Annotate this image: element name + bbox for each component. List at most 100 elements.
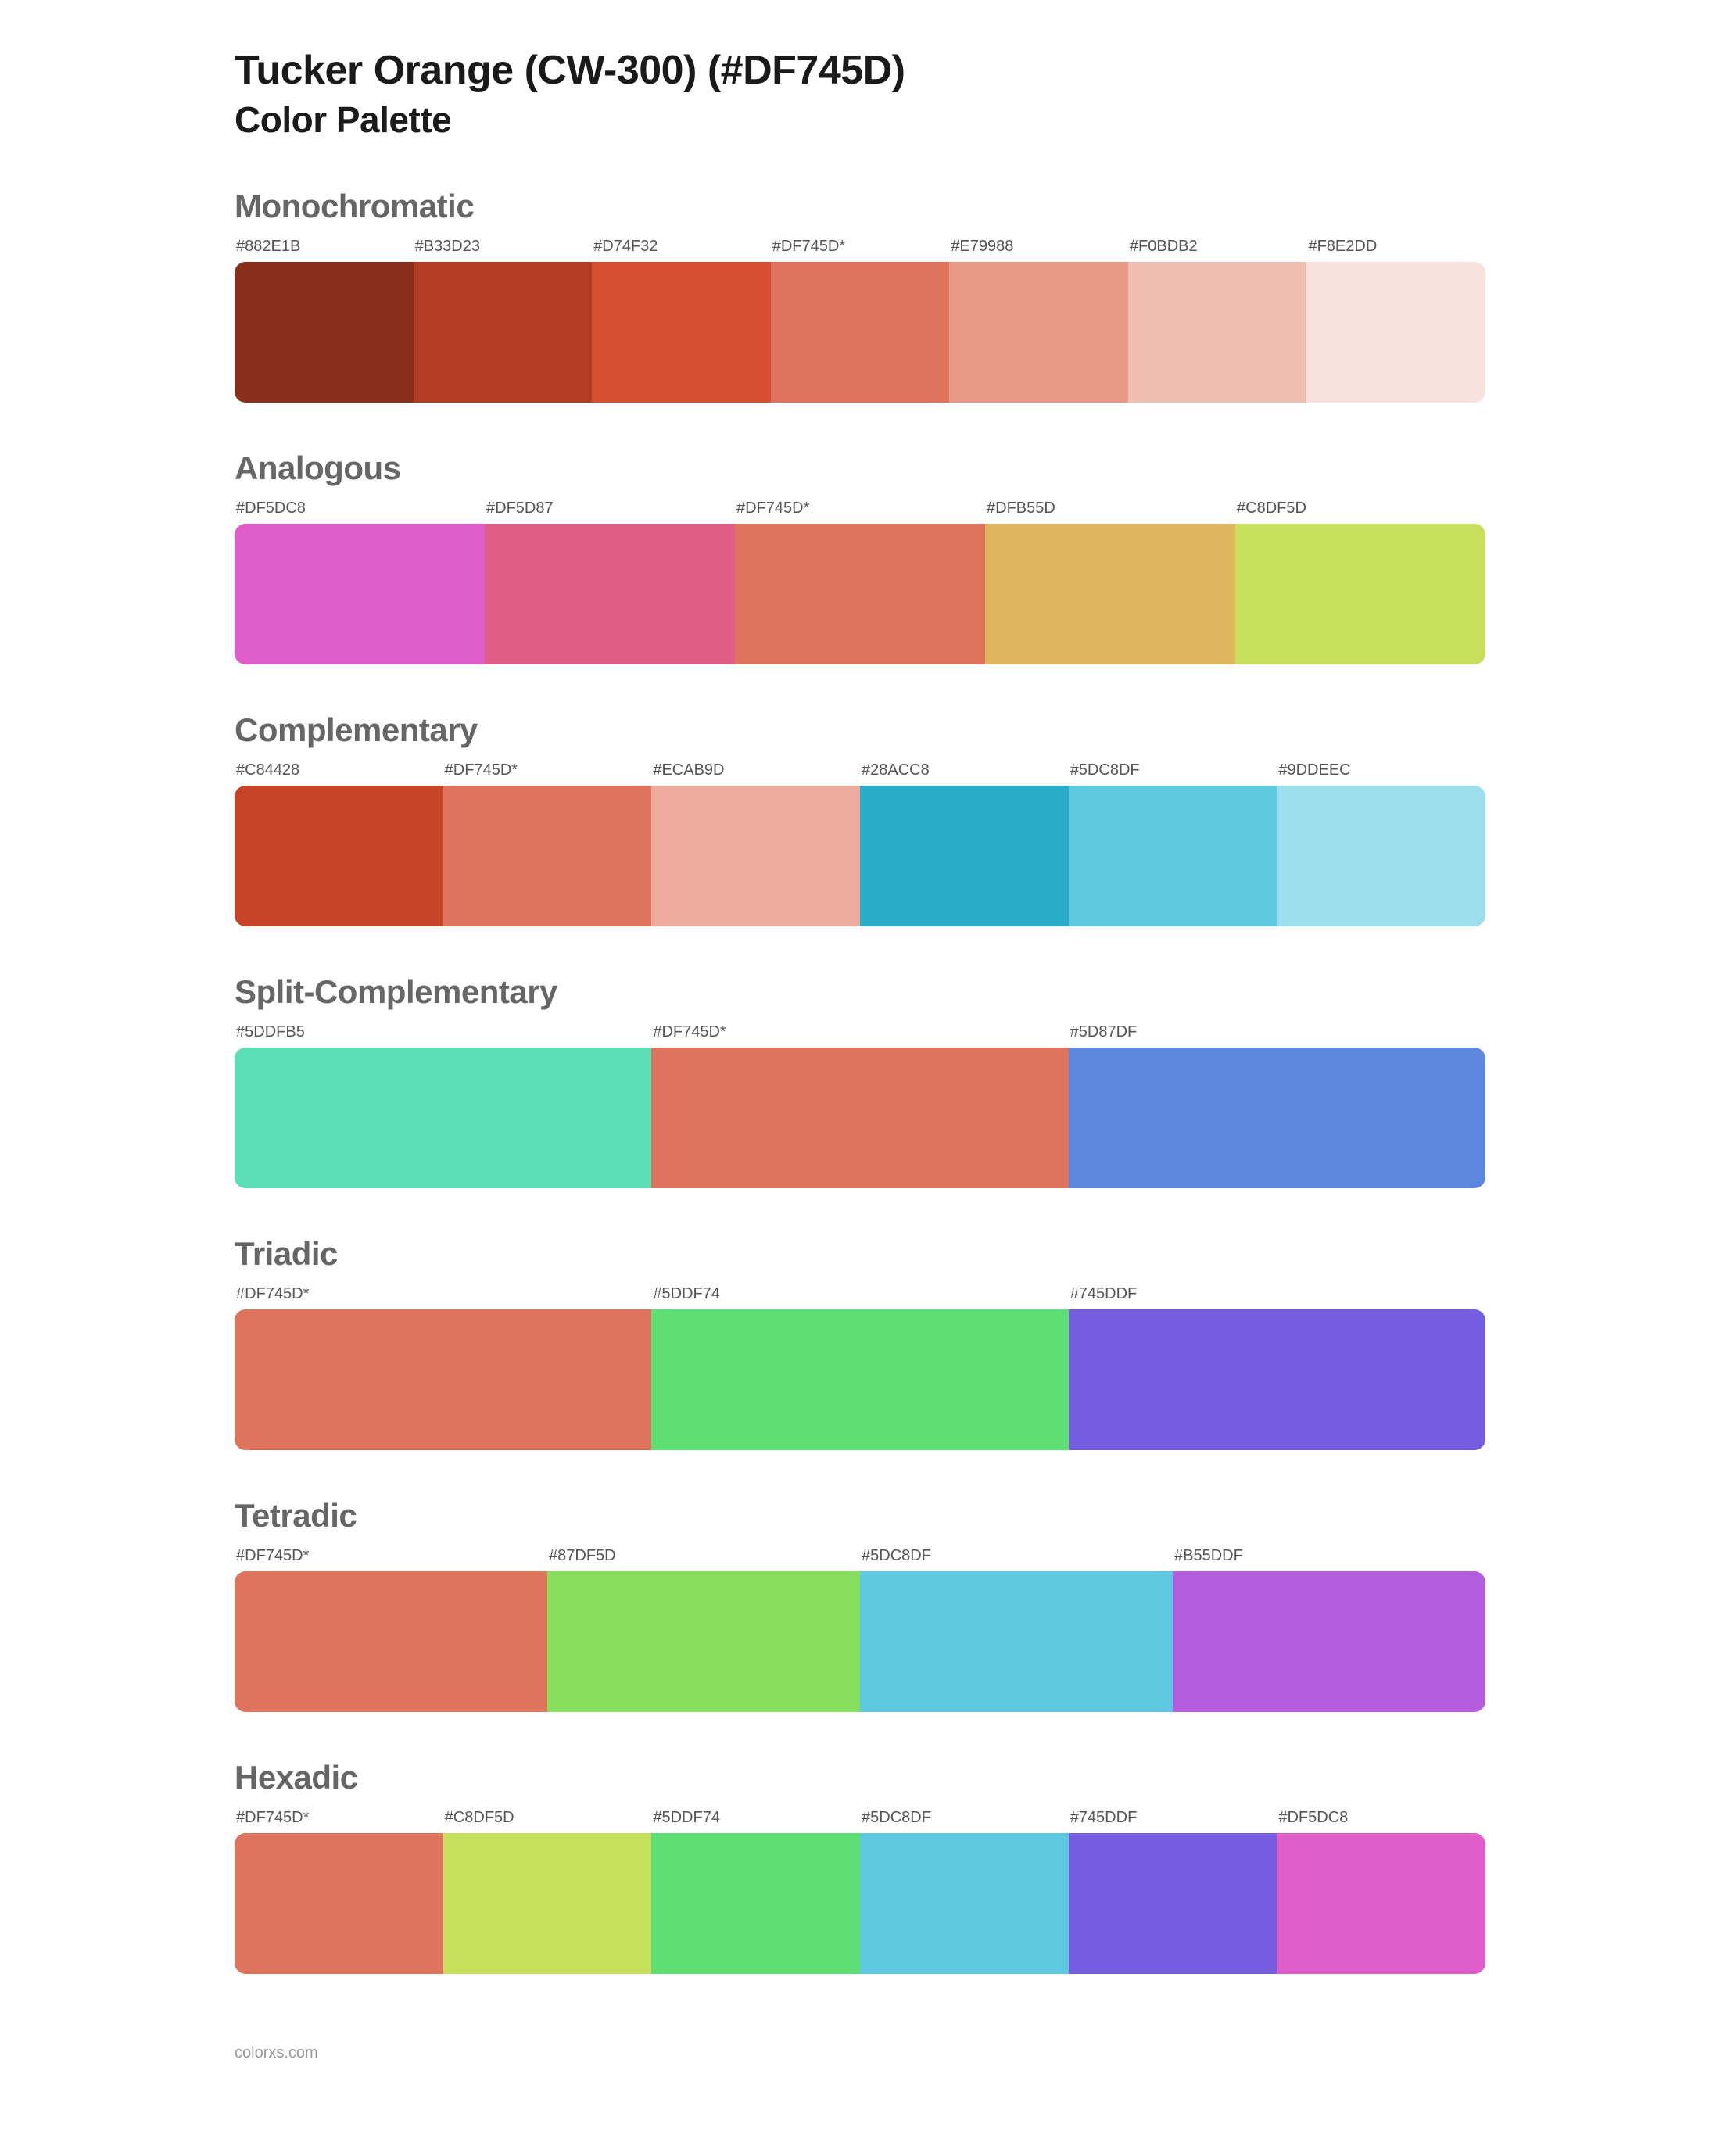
color-swatch[interactable] — [860, 1571, 1173, 1712]
color-swatch[interactable] — [735, 524, 985, 664]
swatch-item: #5DDFB5 — [235, 1019, 651, 1188]
swatch-label: #DF745D* — [235, 1542, 547, 1571]
color-swatch[interactable] — [985, 524, 1235, 664]
swatch-row: #5DDFB5#DF745D*#5D87DF — [235, 1019, 1485, 1188]
swatch-label: #5DC8DF — [860, 1542, 1173, 1571]
swatch-item: #5DDF74 — [651, 1804, 860, 1974]
swatch-item: #F8E2DD — [1306, 233, 1485, 403]
color-swatch[interactable] — [414, 262, 593, 403]
color-swatch[interactable] — [1069, 1833, 1277, 1974]
footer-credit: colorxs.com — [235, 2044, 1485, 2062]
swatch-row: #DF745D*#5DDF74#745DDF — [235, 1280, 1485, 1450]
swatch-item: #DF5D87 — [485, 495, 735, 664]
palette-section: Analogous #DF5DC8#DF5D87#DF745D*#DFB55D#C… — [235, 449, 1485, 664]
color-swatch[interactable] — [1128, 262, 1307, 403]
color-swatch[interactable] — [235, 524, 485, 664]
swatch-label: #5DC8DF — [860, 1804, 1069, 1833]
section-title: Analogous — [235, 449, 1485, 487]
palette-section: Complementary #C84428#DF745D*#ECAB9D#28AC… — [235, 711, 1485, 926]
swatch-label: #ECAB9D — [651, 757, 860, 786]
color-swatch[interactable] — [443, 1833, 652, 1974]
color-swatch[interactable] — [1069, 1048, 1485, 1188]
swatch-row: #DF745D*#C8DF5D#5DDF74#5DC8DF#745DDF#DF5… — [235, 1804, 1485, 1974]
swatch-item: #C8DF5D — [1235, 495, 1485, 664]
color-swatch[interactable] — [1173, 1571, 1485, 1712]
swatch-item: #DF5DC8 — [1277, 1804, 1485, 1974]
color-swatch[interactable] — [1235, 524, 1485, 664]
swatch-label: #5DDFB5 — [235, 1019, 651, 1048]
swatch-item: #DF745D* — [235, 1280, 651, 1450]
color-swatch[interactable] — [443, 786, 652, 926]
swatch-label: #DF745D* — [235, 1280, 651, 1309]
page-subtitle: Color Palette — [235, 98, 1485, 141]
swatch-item: #DF745D* — [651, 1019, 1068, 1188]
section-title: Triadic — [235, 1235, 1485, 1273]
swatch-label: #DF5D87 — [485, 495, 735, 524]
swatch-label: #DF745D* — [443, 757, 652, 786]
color-swatch[interactable] — [860, 1833, 1069, 1974]
swatch-item: #DF5DC8 — [235, 495, 485, 664]
color-swatch[interactable] — [547, 1571, 860, 1712]
swatch-row: #DF745D*#87DF5D#5DC8DF#B55DDF — [235, 1542, 1485, 1712]
swatch-item: #C84428 — [235, 757, 443, 926]
color-swatch[interactable] — [1069, 1309, 1485, 1450]
swatch-item: #F0BDB2 — [1128, 233, 1307, 403]
swatch-item: #E79988 — [949, 233, 1128, 403]
color-swatch[interactable] — [592, 262, 771, 403]
swatch-label: #D74F32 — [592, 233, 771, 262]
swatch-item: #B33D23 — [414, 233, 593, 403]
swatch-label: #DF5DC8 — [235, 495, 485, 524]
swatch-item: #D74F32 — [592, 233, 771, 403]
swatch-item: #DF745D* — [235, 1804, 443, 1974]
swatch-label: #745DDF — [1069, 1280, 1485, 1309]
swatch-label: #DFB55D — [985, 495, 1235, 524]
color-swatch[interactable] — [235, 262, 414, 403]
palette-section: Split-Complementary#5DDFB5#DF745D*#5D87D… — [235, 973, 1485, 1188]
color-swatch[interactable] — [651, 786, 860, 926]
swatch-label: #DF745D* — [735, 495, 985, 524]
swatch-item: #5D87DF — [1069, 1019, 1485, 1188]
swatch-label: #882E1B — [235, 233, 414, 262]
swatch-item: #DF745D* — [771, 233, 950, 403]
color-swatch[interactable] — [771, 262, 950, 403]
swatch-item: #DF745D* — [443, 757, 652, 926]
swatch-item: #5DDF74 — [651, 1280, 1068, 1450]
palette-section: Triadic #DF745D*#5DDF74#745DDF — [235, 1235, 1485, 1450]
swatch-label: #28ACC8 — [860, 757, 1069, 786]
palette-section: Tetradic#DF745D*#87DF5D#5DC8DF#B55DDF — [235, 1497, 1485, 1712]
color-swatch[interactable] — [235, 1309, 651, 1450]
color-swatch[interactable] — [485, 524, 735, 664]
color-swatch[interactable] — [1069, 786, 1277, 926]
swatch-item: #5DC8DF — [860, 1804, 1069, 1974]
color-swatch[interactable] — [235, 1833, 443, 1974]
swatch-label: #5D87DF — [1069, 1019, 1485, 1048]
swatch-label: #C8DF5D — [443, 1804, 652, 1833]
swatch-row: #C84428#DF745D*#ECAB9D#28ACC8#5DC8DF#9DD… — [235, 757, 1485, 926]
swatch-item: #DFB55D — [985, 495, 1235, 664]
color-swatch[interactable] — [235, 1571, 547, 1712]
swatch-item: #DF745D* — [735, 495, 985, 664]
color-swatch[interactable] — [1306, 262, 1485, 403]
swatch-label: #DF745D* — [235, 1804, 443, 1833]
swatch-label: #87DF5D — [547, 1542, 860, 1571]
color-swatch[interactable] — [949, 262, 1128, 403]
color-swatch[interactable] — [651, 1833, 860, 1974]
swatch-item: #5DC8DF — [1069, 757, 1277, 926]
color-swatch[interactable] — [860, 786, 1069, 926]
color-swatch[interactable] — [1277, 1833, 1485, 1974]
swatch-item: #5DC8DF — [860, 1542, 1173, 1712]
color-swatch[interactable] — [1277, 786, 1485, 926]
swatch-label: #B33D23 — [414, 233, 593, 262]
color-swatch[interactable] — [651, 1309, 1068, 1450]
swatch-row: #DF5DC8#DF5D87#DF745D*#DFB55D#C8DF5D — [235, 495, 1485, 664]
color-swatch[interactable] — [235, 1048, 651, 1188]
section-title: Complementary — [235, 711, 1485, 749]
color-swatch[interactable] — [651, 1048, 1068, 1188]
swatch-label: #E79988 — [949, 233, 1128, 262]
section-title: Hexadic — [235, 1759, 1485, 1796]
swatch-item: #9DDEEC — [1277, 757, 1485, 926]
swatch-label: #5DDF74 — [651, 1804, 860, 1833]
color-swatch[interactable] — [235, 786, 443, 926]
section-title: Monochromatic — [235, 188, 1485, 225]
swatch-row: #882E1B#B33D23#D74F32#DF745D*#E79988#F0B… — [235, 233, 1485, 403]
